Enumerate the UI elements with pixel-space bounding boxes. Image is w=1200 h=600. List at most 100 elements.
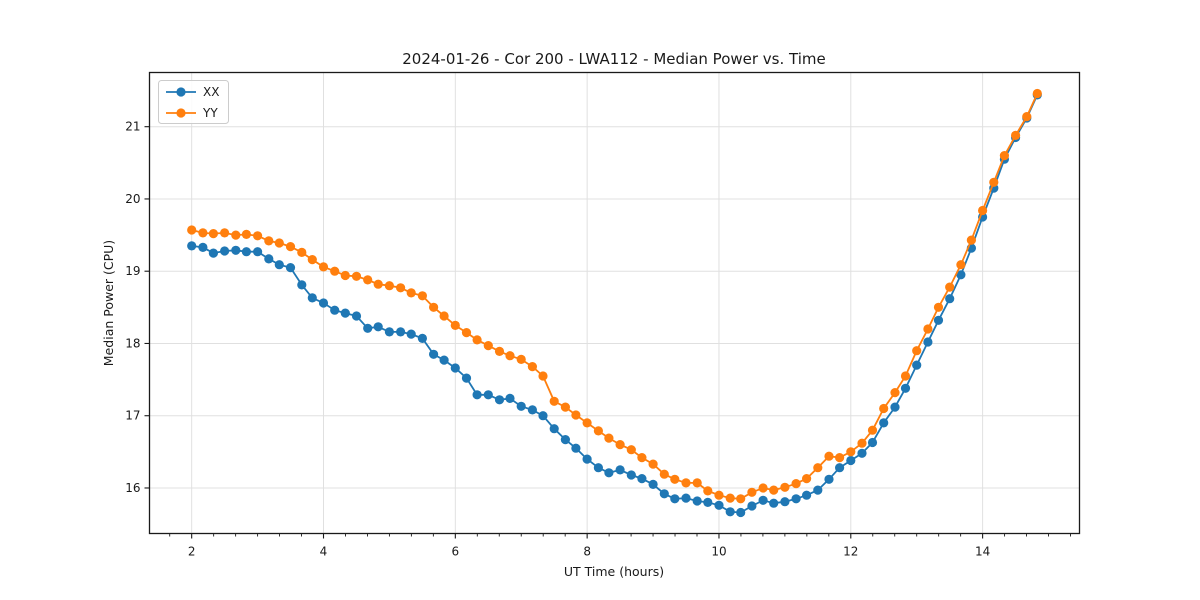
series-yy-marker	[187, 225, 197, 235]
series-yy-marker	[472, 335, 482, 345]
series-yy-line	[191, 93, 1039, 500]
series-xx-marker	[725, 507, 735, 517]
series-yy-marker	[725, 493, 735, 503]
series-xx-marker	[593, 463, 604, 473]
series-xx-marker	[956, 270, 966, 280]
series-yy-marker	[736, 494, 746, 504]
series-xx-marker	[494, 395, 505, 405]
series-xx-marker	[626, 470, 636, 480]
series-xx-marker	[340, 308, 350, 318]
series-yy-marker	[363, 275, 373, 285]
series-xx-marker	[835, 463, 845, 473]
x-tick-label: 14	[975, 545, 990, 559]
series-yy-marker	[966, 235, 977, 245]
y-tick-label: 19	[125, 264, 140, 278]
series-xx-marker	[933, 315, 944, 325]
series-xx-marker	[330, 305, 340, 315]
series-xx-marker	[714, 500, 724, 510]
series-xx-marker	[890, 402, 900, 412]
series-xx-marker	[670, 494, 680, 504]
series-xx-marker	[285, 263, 296, 273]
series-yy-marker	[703, 486, 713, 496]
series-xx-marker	[615, 465, 625, 475]
x-tick-label: 10	[711, 545, 726, 559]
series-yy-marker	[846, 447, 856, 457]
y-tick-label: 18	[125, 336, 140, 350]
series-yy-marker	[835, 453, 845, 463]
series-xx-marker	[208, 248, 218, 258]
y-tick-label: 20	[125, 192, 140, 206]
y-tick-label: 21	[125, 120, 140, 134]
series-yy-marker	[648, 459, 658, 469]
series-yy-marker	[396, 283, 406, 293]
series-yy-marker	[956, 260, 966, 270]
series-yy-marker	[516, 354, 526, 364]
series-xx-marker	[747, 501, 757, 511]
series-yy-marker	[867, 425, 878, 435]
series-yy-marker	[692, 478, 702, 488]
series-xx-marker	[791, 494, 801, 504]
series-yy-marker	[912, 346, 922, 356]
series-yy-marker	[208, 229, 218, 239]
series-xx-marker	[813, 485, 823, 495]
series-yy-marker	[615, 440, 625, 450]
series-yy-marker	[999, 151, 1010, 161]
plot-border	[148, 71, 1081, 535]
series-yy-marker	[494, 346, 505, 356]
data-series-layer	[187, 88, 1042, 518]
series-xx-marker	[923, 337, 933, 347]
series-xx-marker	[736, 507, 746, 518]
y-tick-label: 16	[125, 481, 140, 495]
series-yy-marker	[297, 247, 307, 257]
series-xx-marker	[483, 390, 493, 400]
series-xx-marker	[505, 393, 515, 403]
series-yy-marker	[758, 483, 768, 493]
series-xx-marker	[637, 474, 647, 484]
x-tick-label: 8	[583, 545, 591, 559]
series-xx-marker	[758, 495, 768, 505]
series-xx-marker	[648, 479, 658, 489]
series-yy-marker	[714, 490, 724, 500]
series-yy-marker	[241, 229, 251, 239]
series-yy-marker	[857, 438, 867, 448]
series-yy-marker	[417, 291, 427, 301]
series-xx-marker	[241, 247, 251, 257]
series-yy-marker	[1022, 112, 1032, 122]
series-yy-marker	[945, 282, 955, 292]
series-xx-marker	[780, 497, 790, 507]
series-yy-marker	[1011, 130, 1021, 140]
legend: XX YY	[158, 80, 229, 124]
legend-marker	[176, 87, 186, 97]
series-yy-marker	[933, 302, 944, 312]
series-xx-marker	[231, 245, 241, 255]
series-yy-marker	[384, 281, 394, 291]
y-tick-label: 17	[125, 409, 140, 423]
series-xx-line	[191, 94, 1039, 514]
series-yy-marker	[220, 228, 230, 238]
series-yy-marker	[429, 302, 439, 312]
series-yy-marker	[604, 433, 614, 443]
series-xx-marker	[560, 435, 571, 445]
series-yy-marker	[626, 445, 636, 455]
series-yy-marker	[253, 231, 263, 241]
series-yy-marker	[505, 351, 515, 361]
series-xx-marker	[549, 424, 559, 434]
series-xx-marker	[857, 448, 867, 458]
series-yy-marker	[978, 205, 988, 216]
series-yy-marker	[681, 478, 691, 488]
x-tick-label: 2	[188, 545, 196, 559]
series-xx-marker	[461, 373, 472, 383]
series-yy-marker	[824, 451, 834, 461]
series-xx-marker	[604, 468, 614, 478]
series-xx-marker	[406, 329, 416, 339]
series-yy-marker	[450, 320, 460, 330]
series-yy-marker	[670, 474, 680, 484]
series-yy-marker	[900, 371, 911, 381]
x-tick-label: 6	[452, 545, 460, 559]
series-xx-marker	[900, 383, 911, 393]
x-axis-label: UT Time (hours)	[564, 564, 664, 579]
series-yy-marker	[593, 426, 604, 436]
series-xx-marker	[912, 360, 922, 370]
series-xx-marker	[198, 242, 208, 252]
